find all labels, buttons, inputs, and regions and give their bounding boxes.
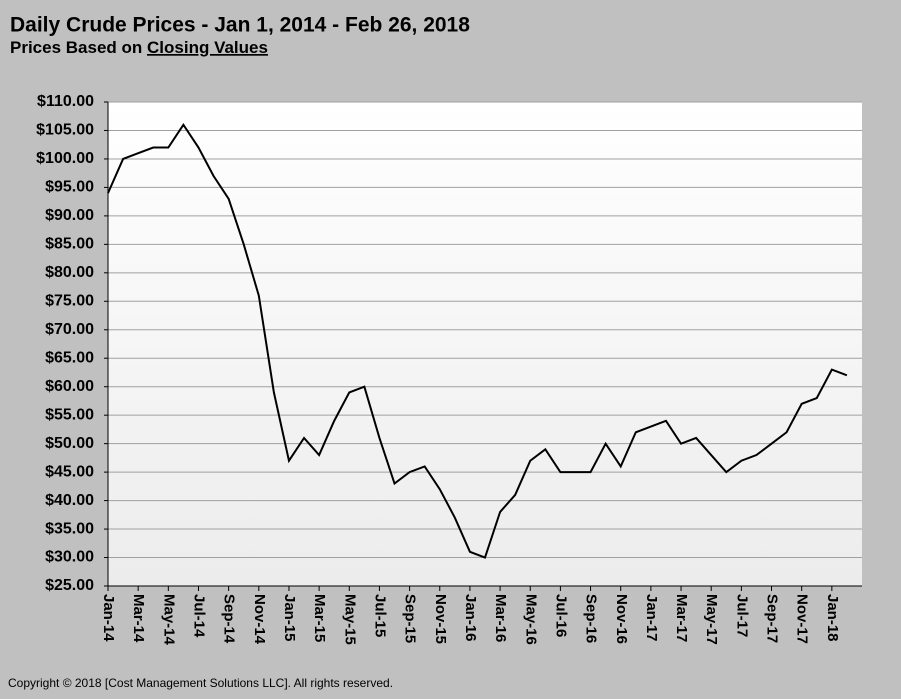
x-tick-label: Mar-14: [130, 594, 147, 643]
y-tick-label: $55.00: [45, 406, 94, 423]
x-tick-label: Mar-17: [673, 594, 690, 642]
footer: Copyright © 2018 [Cost Management Soluti…: [8, 676, 393, 690]
x-tick-label: Jan-17: [643, 594, 660, 642]
x-tick-label: Jan-14: [100, 594, 117, 642]
y-tick-label: $30.00: [45, 549, 94, 566]
x-tick-label: May-16: [522, 594, 539, 645]
subtitle: Prices Based on Closing Values: [10, 38, 268, 57]
y-tick-label: $105.00: [36, 122, 94, 139]
x-tick-label: Jul-16: [552, 594, 569, 637]
subtitle-text: Prices Based on: [10, 38, 142, 57]
y-tick-label: $110.00: [37, 93, 94, 110]
y-tick-label: $100.00: [36, 150, 94, 167]
x-tick-label: Mar-15: [311, 594, 328, 642]
chart-title: Daily Crude Prices - Jan 1, 2014 - Feb 2…: [10, 14, 470, 37]
x-tick-label: Jan-18: [824, 594, 841, 642]
y-tick-label: $65.00: [45, 349, 94, 366]
y-tick-label: $85.00: [45, 236, 94, 253]
y-tick-label: $75.00: [45, 293, 94, 310]
x-tick-label: May-14: [160, 594, 177, 646]
x-tick-label: Sep-16: [583, 594, 600, 643]
y-tick-label: $35.00: [45, 520, 94, 537]
y-tick-label: $70.00: [45, 321, 94, 338]
x-tick-label: May-15: [341, 594, 358, 645]
y-tick-label: $25.00: [45, 577, 94, 594]
y-tick-label: $60.00: [45, 378, 94, 395]
y-tick-label: $50.00: [45, 435, 94, 452]
x-tick-label: May-17: [703, 594, 720, 645]
x-tick-label: Sep-15: [402, 594, 419, 643]
x-tick-label: Jan-16: [462, 594, 479, 642]
x-tick-label: Nov-14: [251, 594, 268, 645]
x-tick-label: Jul-14: [191, 594, 208, 638]
y-tick-label: $80.00: [45, 264, 94, 281]
y-tick-label: $45.00: [45, 463, 94, 480]
price-line: [107, 122, 848, 559]
y-tick-label: $95.00: [45, 179, 94, 196]
subtitle-underlined: Closing Values: [147, 38, 268, 57]
x-tick-label: Mar-16: [492, 594, 509, 642]
y-tick-label: $40.00: [45, 492, 94, 509]
x-tick-label: Nov-16: [613, 594, 630, 644]
x-tick-label: Nov-15: [432, 594, 449, 644]
x-tick-label: Sep-14: [221, 594, 238, 644]
x-tick-label: Jul-15: [371, 594, 388, 637]
x-tick-label: Nov-17: [794, 594, 811, 644]
plot-area: [108, 102, 862, 586]
x-tick-label: Jul-17: [733, 594, 750, 637]
x-tick-label: Jan-15: [281, 594, 298, 642]
y-tick-label: $90.00: [45, 207, 94, 224]
x-tick-label: Sep-17: [764, 594, 781, 643]
